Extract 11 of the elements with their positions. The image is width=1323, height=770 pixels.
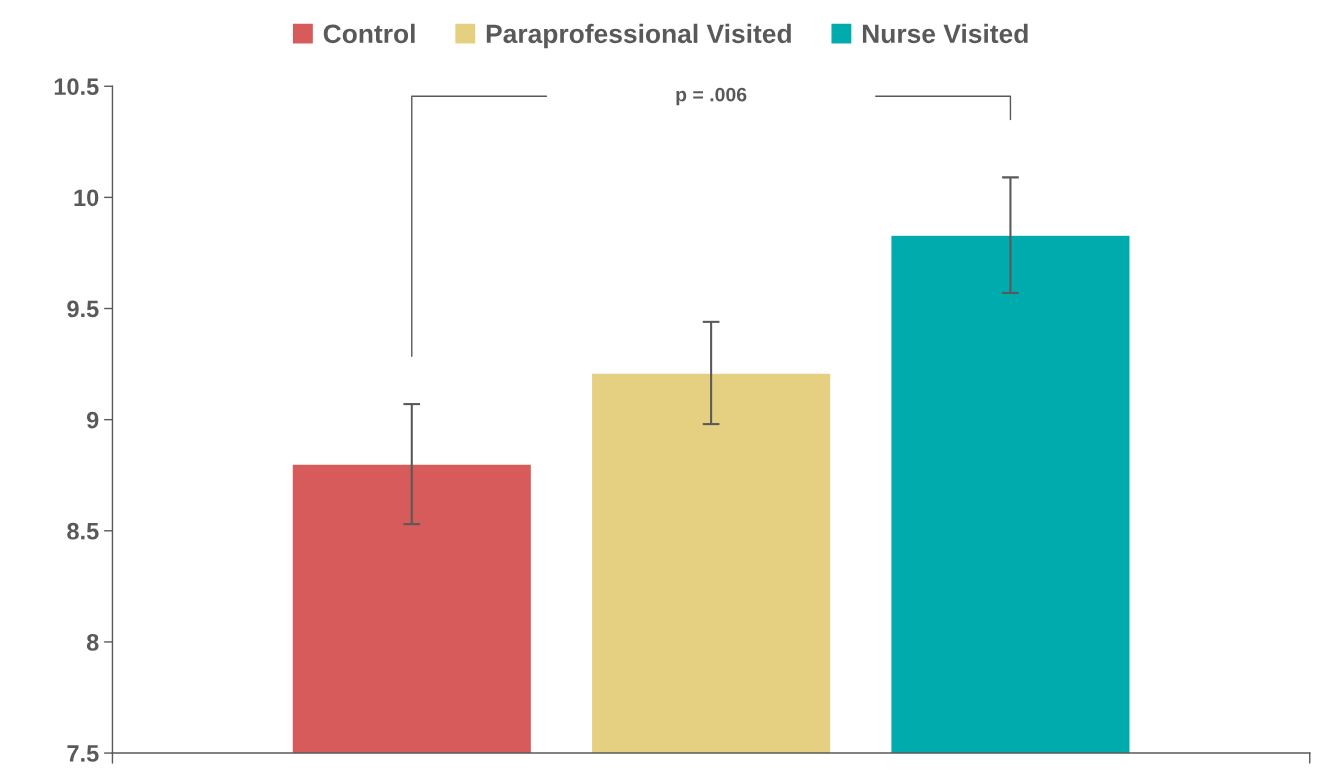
legend-label: Paraprofessional Visited xyxy=(486,23,791,49)
y-tick-label: 9 xyxy=(86,411,99,429)
y-tick-label: 10.5 xyxy=(54,78,99,96)
annotation: p = .006 xyxy=(676,87,747,106)
y-tick-label: 9.5 xyxy=(67,300,99,318)
legend-label: Control xyxy=(323,23,415,44)
y-tick-label: 10 xyxy=(74,189,99,207)
legend-label: Nurse Visited xyxy=(862,23,1028,44)
y-tick-label: 8 xyxy=(86,633,99,651)
y-tick-label: 8.5 xyxy=(67,522,99,540)
y-tick-label: 7.5 xyxy=(67,745,99,762)
